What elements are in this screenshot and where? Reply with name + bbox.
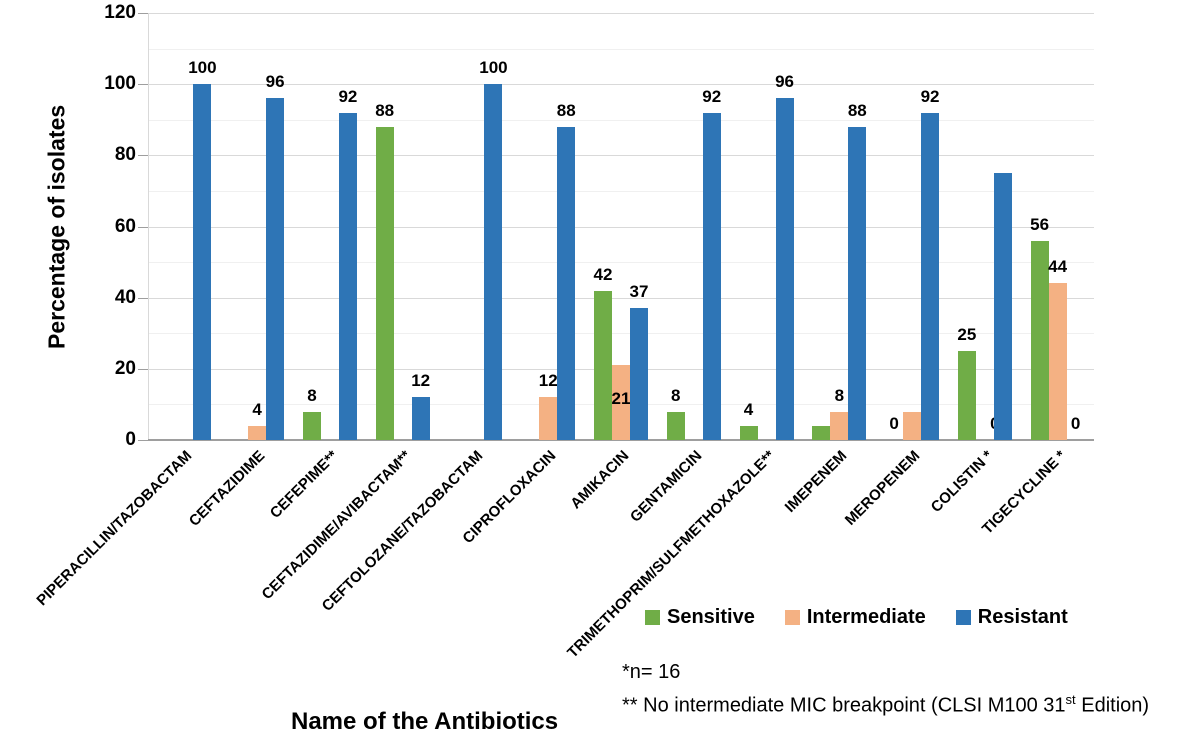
bar-resistant-4: [484, 84, 503, 440]
bar-resistant-3: [411, 397, 430, 440]
y-tick-label: 40: [114, 286, 136, 308]
legend-label-intermediate: Intermediate: [806, 606, 926, 628]
y-tick-label: 80: [114, 144, 136, 166]
chart-legend: Sensitive Intermediate Resistant: [645, 606, 1068, 628]
bar-value-label: 88: [847, 100, 867, 120]
bar-value-label: 92: [702, 86, 722, 106]
bar-sensitive-2: [302, 411, 321, 440]
bar-resistant-1: [266, 98, 285, 440]
bar-sensitive-8: [739, 425, 758, 440]
y-tick-label: 60: [114, 215, 136, 237]
bar-intermediate-5: [539, 397, 558, 440]
legend-item-sensitive: Sensitive: [645, 606, 755, 628]
y-axis-line: [148, 13, 149, 440]
bar-resistant-0: [193, 84, 212, 440]
bar-resistant-9: [848, 126, 867, 440]
y-tick-mark: [138, 368, 148, 370]
bar-value-label: 88: [375, 100, 395, 120]
sensitive-swatch-icon: [645, 609, 660, 625]
bar-value-label: 12: [411, 371, 431, 391]
intermediate-swatch-icon: [784, 609, 800, 625]
bar-intermediate-9: [830, 411, 849, 440]
gridline-major: [148, 226, 1094, 228]
bar-resistant-2: [338, 112, 357, 440]
bar-sensitive-11: [957, 351, 976, 440]
y-tick-mark: [138, 84, 148, 86]
y-tick-label: 20: [114, 357, 136, 379]
bar-value-label: 92: [338, 86, 358, 106]
legend-label-resistant: Resistant: [977, 606, 1068, 628]
bar-value-label: 0: [1070, 414, 1081, 433]
gridline-major: [148, 13, 1094, 14]
resistant-swatch-icon: [955, 609, 971, 625]
bar-value-label: 37: [629, 282, 649, 302]
bar-sensitive-12: [1030, 240, 1049, 440]
y-tick-mark: [138, 13, 148, 14]
gridline-minor: [148, 48, 1094, 50]
gridline-major: [148, 155, 1094, 157]
bar-value-label: 88: [556, 100, 576, 120]
bar-value-label: 42: [593, 264, 613, 284]
y-tick-label: 120: [104, 2, 136, 23]
bar-value-label: 8: [671, 385, 681, 405]
gridline-minor: [148, 262, 1094, 264]
y-axis-title: Percentage of isolates: [43, 104, 70, 349]
bar-value-label: 44: [1048, 257, 1068, 277]
gridline-major: [148, 84, 1094, 86]
bar-resistant-6: [630, 308, 648, 440]
y-tick-mark: [138, 226, 148, 228]
bar-value-label: 100: [188, 58, 217, 78]
y-tick-mark: [138, 297, 148, 299]
legend-item-intermediate: Intermediate: [784, 606, 926, 628]
bar-value-label: 25: [957, 325, 977, 345]
bar-value-label: 96: [265, 72, 285, 92]
bar-intermediate-1: [248, 425, 267, 440]
y-tick-label: 0: [125, 429, 136, 450]
bar-sensitive-6: [594, 290, 612, 440]
footnotes: *n= 16 ** No intermediate MIC breakpoint…: [622, 658, 1149, 720]
bar-resistant-5: [557, 126, 576, 440]
bar-value-label: 4: [743, 399, 754, 419]
superscript-st: st: [1065, 692, 1076, 707]
bar-resistant-11: [993, 173, 1012, 440]
bar-sensitive-7: [666, 411, 685, 440]
bar-intermediate-10: [903, 411, 922, 440]
gridline-major: [148, 297, 1094, 299]
gridline-minor: [148, 190, 1094, 192]
x-axis-title: Name of the Antibiotics: [291, 708, 559, 735]
bar-sensitive-3: [375, 126, 394, 440]
bar-value-label: 100: [479, 58, 508, 78]
footnote-n16: *n= 16: [622, 661, 681, 683]
bar-resistant-7: [702, 112, 721, 440]
y-tick-label: 100: [104, 73, 136, 95]
bar-value-label: 8: [307, 385, 317, 405]
bar-resistant-8: [775, 98, 794, 440]
bar-intermediate-12: [1048, 283, 1067, 440]
bar-value-label: 4: [252, 399, 262, 419]
x-category-label: PIPERACILLIN/TAZOBACTAM: [33, 447, 196, 610]
bar-value-label: 0: [889, 414, 899, 433]
legend-item-resistant: Resistant: [955, 606, 1068, 628]
gridline-minor: [148, 119, 1094, 121]
bar-value-label: 21: [611, 389, 631, 409]
bar-value-label: 92: [920, 86, 940, 106]
bar-intermediate-6: [612, 365, 630, 440]
y-tick-mark: [138, 440, 148, 441]
x-axis-line: [148, 439, 1094, 441]
bar-value-label: 96: [775, 72, 794, 92]
gridline-minor: [148, 333, 1094, 335]
bar-sensitive-9: [812, 425, 831, 440]
bar-resistant-10: [921, 112, 940, 440]
footnote-breakpoint: ** No intermediate MIC breakpoint (CLSI …: [622, 692, 1150, 717]
bar-value-label: 56: [1030, 214, 1050, 234]
bar-value-label: 8: [834, 385, 845, 405]
y-tick-mark: [138, 155, 148, 157]
bar-value-label: 12: [538, 371, 558, 391]
legend-label-sensitive: Sensitive: [667, 606, 755, 628]
